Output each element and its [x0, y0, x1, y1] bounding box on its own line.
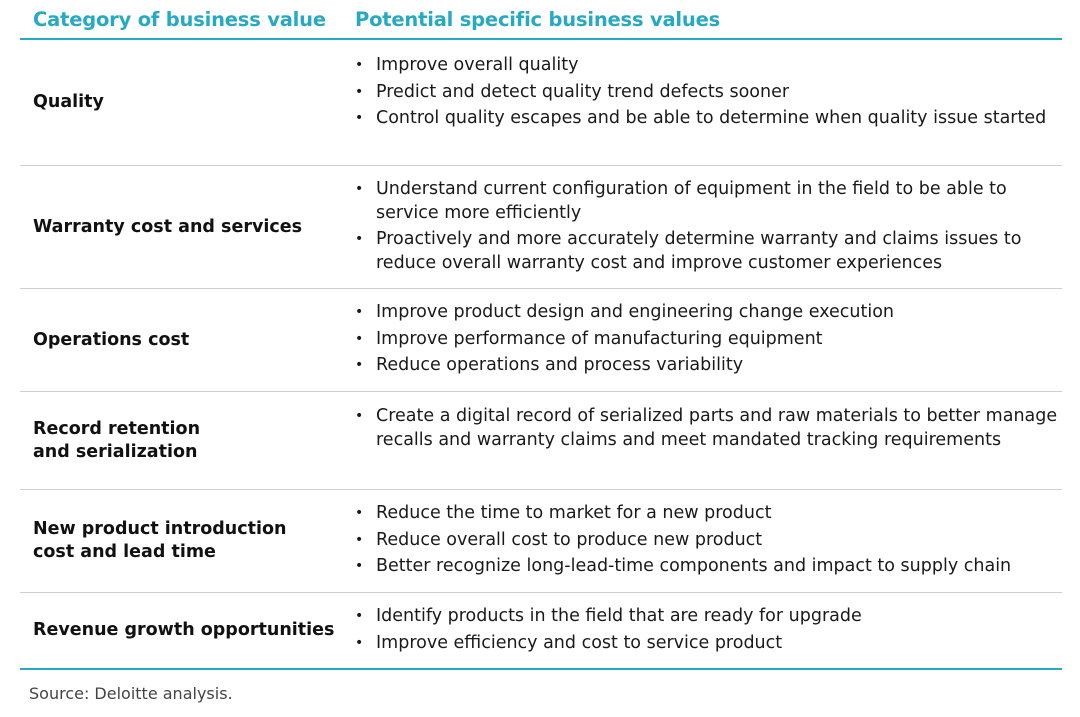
- list-item: • Control quality escapes and be able to …: [353, 107, 1062, 131]
- bullet-icon: •: [355, 304, 364, 320]
- bullet-icon: •: [355, 357, 364, 373]
- row-category: Quality: [33, 92, 104, 112]
- row-values: • Improve overall quality • Predict and de…: [353, 54, 1062, 134]
- bullet-icon: •: [355, 57, 364, 73]
- list-item: • Improve product design and engineering …: [353, 301, 1062, 325]
- list-item: • Understand current configuration of equ…: [355, 179, 1007, 223]
- list-item: • Identify products in the field that are…: [353, 605, 1062, 629]
- table-header: Category of business value Potential spe…: [20, 0, 1062, 40]
- bullet-icon: •: [355, 558, 364, 574]
- list-item: • Reduce operations and process variabili…: [353, 354, 1062, 378]
- list-item: • Create a digital record of serialized p…: [355, 406, 1058, 450]
- table-row: Revenue growth opportunities • Identify p…: [20, 593, 1062, 670]
- list-item: • Proactively and more accurately determi…: [355, 229, 1022, 273]
- row-values: • Improve product design and engineering …: [353, 301, 1062, 381]
- bullet-icon: •: [355, 531, 364, 548]
- bullet-icon: •: [355, 608, 364, 624]
- list-item: • Reduce overall cost to produce new prod…: [353, 529, 1062, 553]
- list-item: • Reduce the time to market for a new pro…: [353, 502, 1062, 526]
- bullet-icon: •: [355, 83, 364, 100]
- list-item: • Better recognize long-lead-time compone…: [353, 555, 1062, 579]
- bullet-icon: •: [355, 231, 364, 247]
- table-row: Warranty cost and services • Understand c…: [20, 166, 1062, 289]
- source-note: Source: Deloitte analysis.: [29, 684, 233, 703]
- business-value-table: Category of business value Potential spe…: [20, 0, 1062, 670]
- bullet-icon: •: [355, 181, 364, 197]
- row-values: • Understand current configuration of equ…: [353, 178, 1062, 278]
- bullet-icon: •: [355, 408, 364, 424]
- row-values: • Identify products in the field that are…: [353, 605, 1062, 658]
- list-item: • Predict and detect quality trend defect…: [353, 81, 1062, 105]
- bullet-icon: •: [355, 330, 364, 347]
- bullet-icon: •: [355, 110, 364, 126]
- row-values: • Reduce the time to market for a new pro…: [353, 502, 1062, 582]
- bullet-icon: •: [355, 634, 364, 651]
- list-item: • Improve performance of manufacturing eq…: [353, 328, 1062, 352]
- table-row: Quality • Improve overall quality • Predic…: [20, 40, 1062, 166]
- row-category: Revenue growth opportunities: [33, 620, 335, 640]
- table-row: Record retention and serialization • Crea…: [20, 392, 1062, 490]
- table-row: Operations cost • Improve product design …: [20, 289, 1062, 392]
- bullet-icon: •: [355, 505, 364, 521]
- row-values: • Create a digital record of serialized p…: [353, 405, 1062, 455]
- header-values: Potential specific business values: [355, 8, 721, 31]
- table-row: New product introduction cost and lead t…: [20, 490, 1062, 593]
- header-category: Category of business value: [33, 8, 326, 31]
- list-item: • Improve overall quality: [353, 54, 1062, 78]
- row-category: Record retention and serialization: [33, 418, 201, 462]
- row-category: Warranty cost and services: [33, 216, 303, 237]
- row-category: Operations cost: [33, 329, 190, 350]
- row-category: New product introduction cost and lead t…: [33, 519, 287, 562]
- list-item: • Improve efficiency and cost to service …: [353, 632, 1062, 656]
